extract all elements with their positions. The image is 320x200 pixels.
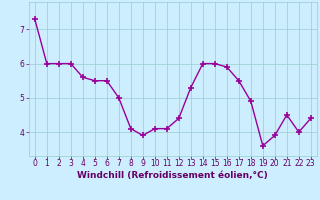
X-axis label: Windchill (Refroidissement éolien,°C): Windchill (Refroidissement éolien,°C): [77, 171, 268, 180]
